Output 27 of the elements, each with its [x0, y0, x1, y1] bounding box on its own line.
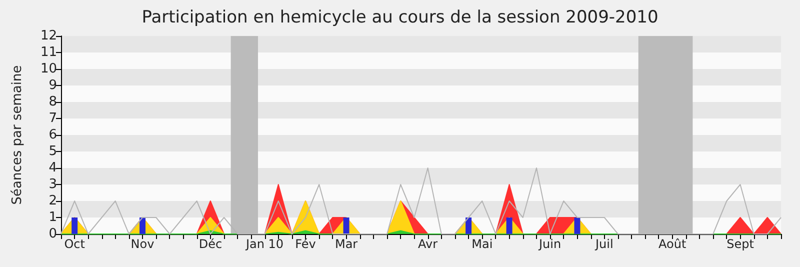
x-tick-label: Juin	[538, 237, 562, 251]
y-tick-label: 3	[48, 177, 57, 192]
y-tick-label: 9	[48, 78, 57, 93]
x-tick-label: Juil	[594, 237, 614, 251]
x-tick-label: Mar	[334, 237, 358, 251]
y-tick-label: 0	[48, 226, 57, 242]
y-tick-label: 7	[48, 111, 57, 126]
x-tick-label: Déc	[198, 237, 222, 251]
y-tick-label: 12	[40, 28, 57, 44]
y-tick-label: 11	[40, 45, 57, 60]
x-tick-label: Avr	[418, 237, 438, 251]
y-tick-label: 4	[48, 160, 57, 176]
y-tick-label: 10	[40, 62, 57, 76]
x-tick-label: Nov	[130, 237, 154, 251]
x-tick-label: Mai	[472, 237, 493, 251]
y-tick-label: 8	[48, 94, 57, 110]
x-tick-label: Sept	[726, 237, 754, 251]
y-tick-label: 5	[48, 144, 57, 159]
x-tick-label: Oct	[64, 237, 86, 251]
y-tick-label: 6	[48, 128, 57, 142]
y-tick-label: 2	[48, 194, 57, 208]
x-tick-label: Août	[658, 237, 686, 251]
chart-title: Participation en hemicycle au cours de la session 2009-2010	[142, 8, 658, 28]
y-tick-label: 1	[48, 210, 57, 225]
y-axis-title: Séances par semaine	[10, 65, 25, 205]
x-tick-label: Jan 10	[244, 237, 284, 251]
x-tick-label: Fév	[295, 237, 316, 251]
